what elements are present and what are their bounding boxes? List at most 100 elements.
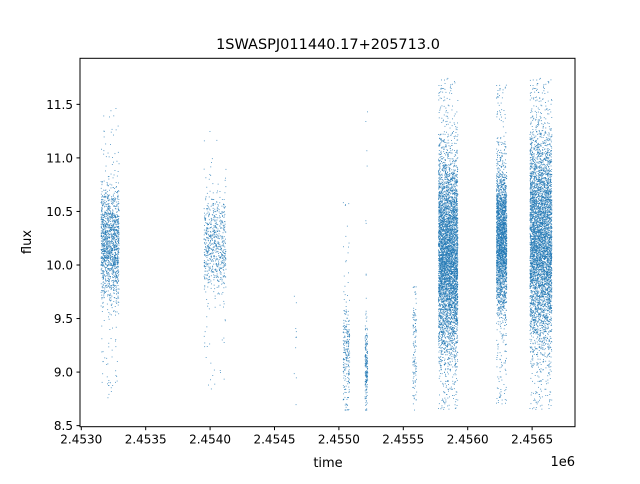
- data-point: [111, 295, 113, 297]
- data-point: [106, 232, 108, 233]
- data-point: [440, 85, 442, 86]
- data-point: [439, 175, 441, 177]
- data-point: [452, 243, 454, 245]
- data-point: [113, 214, 115, 216]
- data-point: [211, 198, 213, 200]
- data-point: [106, 212, 107, 214]
- data-point: [455, 324, 457, 325]
- data-point: [105, 192, 107, 194]
- data-point: [222, 240, 224, 242]
- data-point: [107, 290, 109, 292]
- data-point: [366, 395, 368, 396]
- data-point: [365, 357, 367, 359]
- data-point: [112, 284, 114, 286]
- data-point: [444, 174, 445, 176]
- data-point: [366, 388, 368, 390]
- data-point: [457, 257, 459, 259]
- data-point: [112, 224, 114, 226]
- data-point: [205, 251, 207, 252]
- data-point: [111, 164, 113, 165]
- data-point: [106, 256, 107, 258]
- data-point: [344, 359, 346, 360]
- data-point: [208, 216, 210, 218]
- data-point: [343, 345, 345, 346]
- data-point: [114, 234, 116, 235]
- data-point: [412, 314, 414, 316]
- data-point: [215, 226, 217, 228]
- data-point: [109, 210, 111, 212]
- data-point: [208, 275, 210, 277]
- data-point: [106, 224, 108, 226]
- data-point: [453, 374, 455, 376]
- data-point: [118, 221, 120, 223]
- data-point: [441, 407, 443, 409]
- data-point: [224, 192, 226, 194]
- data-point: [103, 202, 105, 204]
- data-point: [366, 370, 368, 372]
- data-point: [208, 247, 210, 249]
- data-point: [218, 245, 220, 247]
- data-point: [346, 349, 348, 351]
- data-point: [223, 199, 225, 200]
- data-point: [109, 294, 110, 296]
- data-point: [116, 237, 118, 239]
- data-point: [349, 357, 351, 358]
- data-point: [347, 397, 349, 398]
- data-point: [343, 361, 345, 363]
- data-point: [214, 288, 216, 290]
- data-point: [220, 257, 221, 258]
- data-point: [112, 187, 114, 189]
- data-point: [365, 327, 367, 329]
- data-point: [116, 270, 118, 272]
- data-point: [349, 373, 350, 375]
- data-point: [450, 386, 452, 388]
- data-point: [205, 230, 207, 232]
- data-point: [101, 199, 103, 201]
- data-point: [451, 152, 453, 154]
- data-point: [105, 249, 107, 251]
- data-point: [364, 397, 366, 399]
- data-point: [348, 319, 350, 321]
- data-point: [412, 383, 414, 384]
- data-point: [108, 286, 110, 287]
- data-point: [365, 380, 367, 382]
- data-point: [102, 181, 103, 183]
- data-point: [109, 298, 110, 300]
- data-point: [101, 260, 102, 262]
- data-point: [454, 333, 455, 334]
- data-point: [104, 222, 106, 224]
- data-point: [113, 236, 115, 238]
- data-point: [102, 201, 104, 203]
- data-point: [366, 361, 367, 363]
- data-point: [456, 378, 457, 379]
- data-point: [220, 273, 222, 275]
- data-point: [105, 237, 107, 239]
- data-point: [444, 254, 445, 255]
- data-point: [102, 276, 104, 278]
- data-point: [213, 271, 215, 273]
- data-point: [111, 233, 112, 235]
- data-point: [450, 150, 452, 152]
- data-point: [117, 271, 119, 273]
- data-point: [445, 115, 447, 117]
- data-point: [223, 236, 225, 238]
- data-point: [111, 241, 113, 243]
- data-point: [104, 249, 106, 251]
- data-point: [208, 279, 210, 280]
- data-point: [222, 254, 223, 255]
- data-point: [113, 238, 115, 239]
- data-point: [444, 207, 445, 209]
- data-point: [452, 350, 454, 352]
- data-point: [111, 271, 113, 273]
- data-point: [415, 326, 416, 327]
- data-point: [204, 346, 206, 348]
- data-point: [345, 369, 347, 371]
- data-point: [101, 222, 103, 224]
- data-point: [364, 328, 366, 330]
- data-point: [100, 264, 102, 266]
- data-point: [212, 203, 214, 204]
- data-point: [117, 263, 119, 265]
- data-point: [367, 335, 368, 337]
- data-point: [103, 217, 105, 219]
- data-point: [115, 326, 117, 328]
